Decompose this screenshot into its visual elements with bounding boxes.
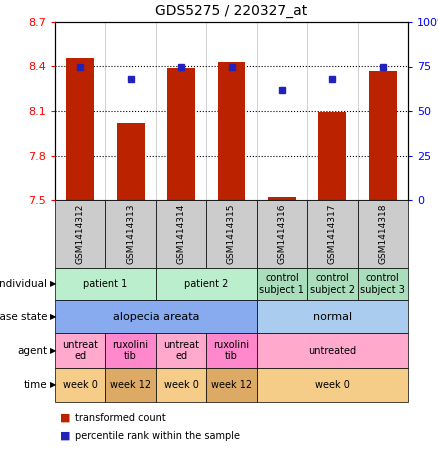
Text: time: time <box>24 380 47 390</box>
Text: ruxolini
tib: ruxolini tib <box>113 340 149 361</box>
Text: week 0: week 0 <box>63 380 98 390</box>
Text: control
subject 1: control subject 1 <box>259 273 304 295</box>
Text: patient 2: patient 2 <box>184 279 229 289</box>
Text: GSM1414313: GSM1414313 <box>126 204 135 264</box>
Bar <box>167 68 195 200</box>
Text: agent: agent <box>17 346 47 356</box>
Text: transformed count: transformed count <box>75 413 166 423</box>
Bar <box>318 112 346 200</box>
Text: alopecia areata: alopecia areata <box>113 312 199 322</box>
Text: disease state: disease state <box>0 312 47 322</box>
Bar <box>218 62 245 200</box>
Text: GSM1414315: GSM1414315 <box>227 204 236 264</box>
Text: ▶: ▶ <box>49 346 56 355</box>
Text: week 12: week 12 <box>211 380 252 390</box>
Text: percentile rank within the sample: percentile rank within the sample <box>75 431 240 441</box>
Title: GDS5275 / 220327_at: GDS5275 / 220327_at <box>155 4 307 18</box>
Text: untreated: untreated <box>308 346 357 356</box>
Text: ruxolini
tib: ruxolini tib <box>213 340 250 361</box>
Bar <box>369 71 397 200</box>
Text: GSM1414316: GSM1414316 <box>277 204 286 264</box>
Text: GSM1414312: GSM1414312 <box>76 204 85 264</box>
Text: GSM1414318: GSM1414318 <box>378 204 387 264</box>
Bar <box>117 123 145 200</box>
Text: patient 1: patient 1 <box>83 279 127 289</box>
Text: ■: ■ <box>60 413 71 423</box>
Text: ▶: ▶ <box>49 381 56 390</box>
Text: control
subject 3: control subject 3 <box>360 273 405 295</box>
Text: untreat
ed: untreat ed <box>163 340 199 361</box>
Text: GSM1414314: GSM1414314 <box>177 204 186 264</box>
Text: week 0: week 0 <box>315 380 350 390</box>
Text: ▶: ▶ <box>49 312 56 321</box>
Text: untreat
ed: untreat ed <box>62 340 98 361</box>
Text: week 12: week 12 <box>110 380 151 390</box>
Text: control
subject 2: control subject 2 <box>310 273 355 295</box>
Text: ■: ■ <box>60 431 71 441</box>
Text: GSM1414317: GSM1414317 <box>328 204 337 264</box>
Text: ▶: ▶ <box>49 280 56 289</box>
Bar <box>66 58 94 200</box>
Bar <box>268 197 296 200</box>
Text: week 0: week 0 <box>164 380 198 390</box>
Text: individual: individual <box>0 279 47 289</box>
Text: normal: normal <box>313 312 352 322</box>
